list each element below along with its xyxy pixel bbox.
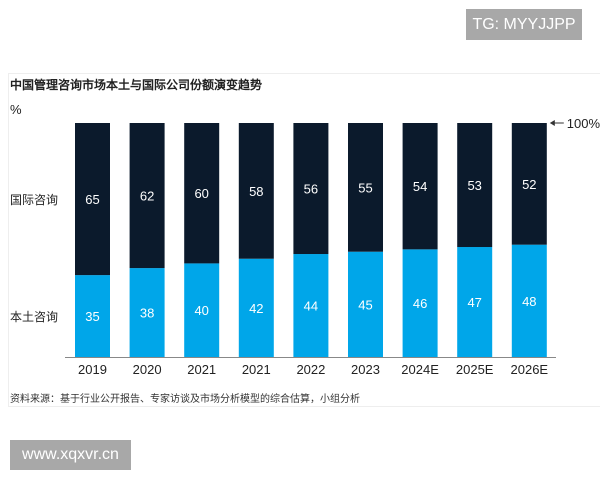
data-label: 58 xyxy=(249,184,263,199)
chart-panel xyxy=(8,73,600,407)
bar-local xyxy=(348,251,383,357)
bar-local xyxy=(129,268,165,357)
data-label: 35 xyxy=(85,309,99,324)
bar-intl xyxy=(457,123,493,248)
data-label: 65 xyxy=(85,192,99,207)
bar-intl xyxy=(184,123,220,264)
bar-intl xyxy=(511,123,547,245)
data-label: 44 xyxy=(304,299,318,314)
bar-local xyxy=(402,249,438,357)
data-label: 62 xyxy=(140,189,154,204)
data-label: 52 xyxy=(522,177,536,192)
x-tick-label: 2019 xyxy=(78,362,107,377)
bar-intl xyxy=(348,123,383,252)
data-label: 54 xyxy=(413,179,427,194)
bar-local xyxy=(457,247,493,357)
data-label: 42 xyxy=(249,301,263,316)
x-tick-label: 2020 xyxy=(133,362,162,377)
data-label: 56 xyxy=(304,182,318,197)
data-label: 60 xyxy=(194,186,208,201)
bar-local xyxy=(75,275,110,357)
source-note: 资料来源：基于行业公开报告、专家访谈及市场分析模型的综合估算，小组分析 xyxy=(10,394,360,405)
y-unit-label: % xyxy=(10,102,22,117)
series-label-local: 本土咨询 xyxy=(10,309,58,324)
x-tick-label: 2026E xyxy=(511,362,549,377)
series-label-intl: 国际咨询 xyxy=(10,192,58,207)
watermark-top: TG: MYYJJPP xyxy=(466,9,582,40)
x-tick-label: 2021 xyxy=(242,362,271,377)
data-label: 40 xyxy=(194,303,208,318)
x-tick-label: 2023 xyxy=(351,362,380,377)
bar-intl xyxy=(402,123,438,250)
data-label: 53 xyxy=(467,178,481,193)
x-tick-label: 2022 xyxy=(296,362,325,377)
data-label: 46 xyxy=(413,296,427,311)
data-label: 38 xyxy=(140,306,154,321)
bar-intl xyxy=(238,123,274,259)
data-label: 55 xyxy=(358,180,372,195)
chart-title: 中国管理咨询市场本土与国际公司份额演变趋势 xyxy=(10,78,263,92)
annotation-100pct: 100% xyxy=(567,116,600,131)
watermark-bottom: www.xqxvr.cn xyxy=(10,440,131,470)
data-label: 47 xyxy=(467,295,481,310)
bar-local xyxy=(511,244,547,357)
x-tick-label: 2021 xyxy=(187,362,216,377)
bar-local xyxy=(238,258,274,357)
data-label: 48 xyxy=(522,294,536,309)
bar-intl xyxy=(75,123,110,276)
bar-intl xyxy=(129,123,165,269)
x-tick-label: 2024E xyxy=(401,362,439,377)
bar-local xyxy=(184,263,220,357)
bar-local xyxy=(293,254,329,357)
data-label: 45 xyxy=(358,297,372,312)
bar-intl xyxy=(293,123,329,255)
annotation-arrow-icon xyxy=(549,120,555,126)
x-tick-label: 2025E xyxy=(456,362,494,377)
